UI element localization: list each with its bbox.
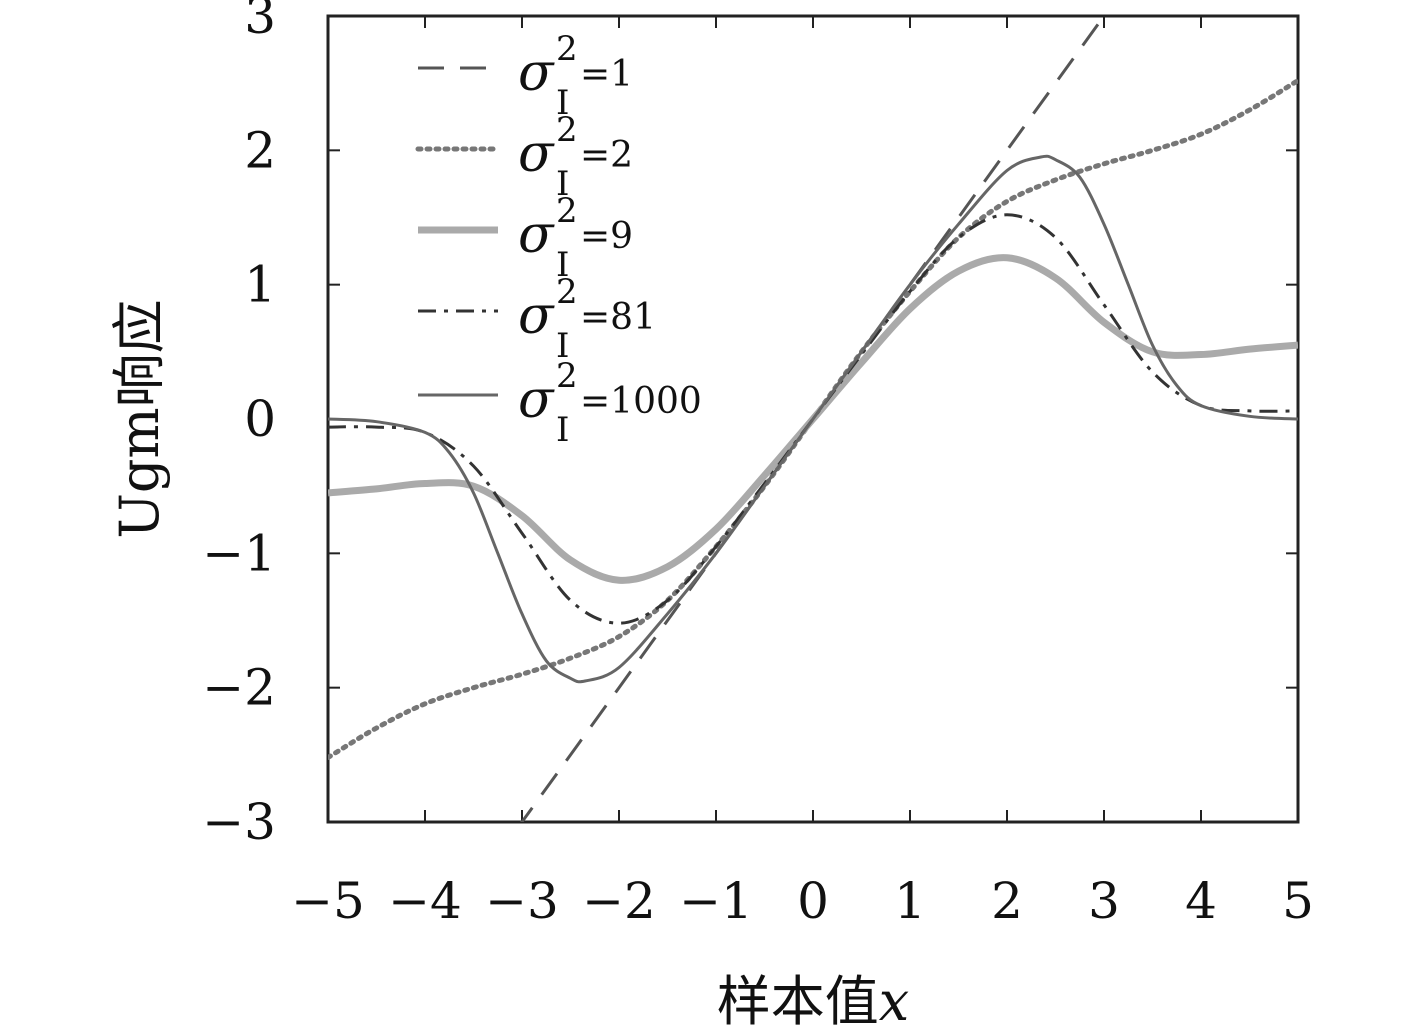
- legend-sup: 2: [556, 110, 578, 150]
- x-axis-label: 样本值x: [717, 970, 909, 1033]
- y-tick-label: −2: [202, 659, 276, 717]
- y-axis-label: Ugm响应: [108, 299, 171, 538]
- legend-sub: I: [556, 410, 569, 450]
- legend-sigma: σ: [518, 43, 555, 103]
- legend-sigma: σ: [518, 205, 555, 265]
- y-tick-label: 2: [244, 121, 276, 179]
- x-tick-label: −4: [388, 872, 462, 930]
- legend-sub: I: [556, 164, 569, 204]
- x-tick-label: 2: [991, 872, 1023, 930]
- legend-label-1: σ 2 I =1: [518, 29, 633, 123]
- x-tick-label: −5: [291, 872, 365, 930]
- series-lines: [328, 16, 1298, 822]
- legend-sigma: σ: [518, 370, 555, 430]
- y-tick-label: 3: [244, 0, 276, 45]
- legend-sup: 2: [556, 191, 578, 231]
- legend-label-5: σ 2 I =1000: [518, 356, 702, 450]
- legend-label-4: σ 2 I =81: [518, 272, 656, 366]
- y-tick-label: −1: [202, 524, 276, 582]
- x-tick-label: −2: [582, 872, 656, 930]
- y-tick-label: 1: [244, 256, 276, 314]
- y-tick-label: 0: [244, 390, 276, 448]
- legend-value: =9: [580, 216, 633, 257]
- x-axis-label-var: x: [879, 970, 909, 1033]
- x-tick-label: 3: [1088, 872, 1120, 930]
- legend-sub: I: [556, 83, 569, 123]
- axis-ticks: [327, 15, 1299, 823]
- legend-sub: I: [556, 326, 569, 366]
- x-tick-labels: −5 −4 −3 −2 −1 0 1 2 3 4 5: [291, 872, 1314, 930]
- x-tick-label: 5: [1282, 872, 1314, 930]
- legend-value: =1: [580, 54, 633, 95]
- x-tick-label: 0: [797, 872, 829, 930]
- x-tick-label: 1: [894, 872, 926, 930]
- legend-value: =2: [580, 135, 633, 176]
- legend-sup: 2: [556, 29, 578, 69]
- x-tick-label: 4: [1185, 872, 1217, 930]
- x-axis-label-prefix: 样本值: [717, 970, 879, 1033]
- legend-sup: 2: [556, 272, 578, 312]
- series-line-4: [328, 213, 1298, 625]
- x-tick-label: −1: [679, 872, 753, 930]
- y-tick-labels: −3 −2 −1 0 1 2 3: [202, 0, 276, 851]
- legend-label-3: σ 2 I =9: [518, 191, 633, 285]
- legend-sigma: σ: [518, 286, 555, 346]
- legend-value: =81: [580, 297, 656, 338]
- legend: σ 2I=1σ 2I=2σ 2I=9σ 2I =81σ 2I=1000: [415, 29, 702, 450]
- legend-sub: I: [556, 245, 569, 285]
- legend-sup: 2: [556, 356, 578, 396]
- series-line-5: [328, 154, 1298, 684]
- legend-value: =1000: [580, 381, 702, 422]
- y-tick-label: −3: [202, 793, 276, 851]
- x-tick-label: −3: [485, 872, 559, 930]
- legend-sigma: σ: [518, 124, 555, 184]
- legend-label-2: σ 2 I =2: [518, 110, 633, 204]
